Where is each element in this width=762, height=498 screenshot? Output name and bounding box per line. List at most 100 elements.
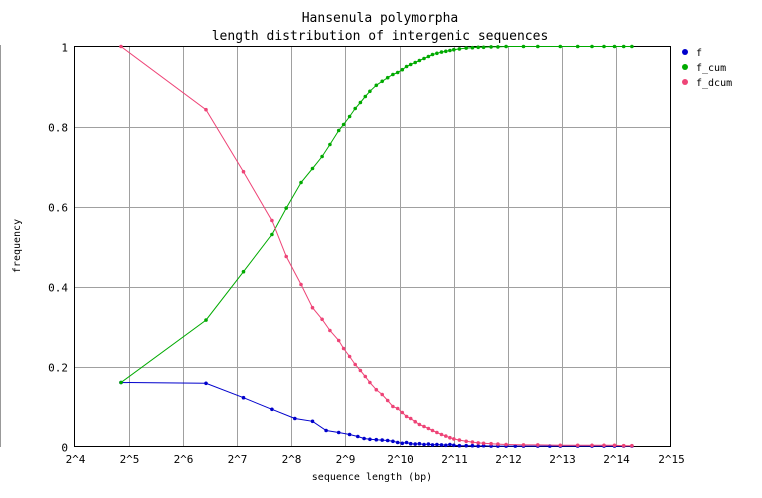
x-axis-label: sequence length (bp)	[312, 472, 432, 483]
data-point	[119, 44, 123, 49]
data-point	[368, 380, 372, 385]
data-point	[558, 443, 563, 448]
data-point	[558, 44, 563, 49]
y-tick-label: 0.4	[48, 282, 68, 295]
data-point	[241, 269, 246, 274]
data-point	[353, 106, 358, 111]
data-point	[448, 435, 452, 440]
data-point	[457, 47, 462, 51]
x-tick-label: 2^9	[336, 453, 356, 466]
data-point	[204, 381, 208, 386]
data-point	[363, 94, 368, 99]
data-point	[470, 440, 475, 444]
data-point	[320, 317, 324, 322]
data-point	[413, 60, 418, 65]
data-point	[521, 44, 526, 49]
data-point	[324, 428, 328, 433]
legend: f f_cum f_dcum	[682, 48, 732, 89]
data-point	[347, 114, 352, 119]
data-point	[310, 419, 315, 424]
data-point	[536, 44, 540, 49]
data-point	[299, 282, 303, 287]
data-point	[422, 424, 426, 429]
data-point	[362, 436, 366, 441]
data-point	[417, 441, 422, 446]
data-point	[481, 441, 486, 446]
y-tick-label: 0.6	[48, 202, 68, 215]
chart-subtitle: length distribution of intergenic sequen…	[212, 29, 549, 44]
data-point	[356, 434, 360, 439]
data-point	[299, 180, 303, 185]
data-point	[422, 442, 426, 447]
data-point	[391, 404, 395, 409]
data-point	[293, 416, 297, 421]
data-point	[448, 442, 452, 447]
y-axis-label: frequency	[12, 219, 23, 273]
x-tick-label: 2^13	[549, 453, 576, 466]
data-point	[452, 443, 456, 448]
data-point	[241, 395, 246, 400]
x-tick-label: 2^8	[282, 453, 302, 466]
data-point	[404, 414, 409, 419]
data-point	[612, 443, 617, 448]
data-point	[444, 49, 448, 54]
data-point	[417, 58, 422, 63]
data-point	[310, 166, 315, 171]
data-point	[448, 48, 452, 53]
data-point	[204, 107, 208, 112]
data-point	[395, 440, 400, 445]
legend-item: f_cum	[682, 63, 726, 74]
data-point	[385, 398, 390, 403]
data-point	[435, 430, 439, 435]
data-point	[395, 70, 400, 75]
data-point	[476, 441, 481, 445]
data-point	[470, 443, 475, 448]
x-tick-label: 2^6	[174, 453, 194, 466]
data-point	[464, 46, 469, 50]
data-point	[358, 100, 363, 105]
data-point	[385, 75, 390, 80]
data-point	[430, 52, 435, 57]
data-point	[422, 56, 426, 61]
y-tick-label: 1	[61, 42, 68, 55]
legend-item: f_dcum	[682, 78, 732, 89]
data-point	[374, 83, 379, 88]
data-point	[391, 72, 395, 77]
data-point	[408, 441, 413, 446]
plot-frame	[74, 46, 671, 447]
data-point	[336, 430, 341, 435]
x-axis-ticks: 2^4 2^5 2^6 2^7 2^8 2^9 2^10 2^11 2^12 2^13 2^14 2^…	[66, 453, 685, 466]
data-point	[452, 47, 456, 52]
data-point	[602, 44, 606, 49]
data-point	[417, 422, 422, 427]
data-point	[413, 419, 418, 424]
data-point	[489, 45, 493, 49]
data-point	[347, 354, 352, 359]
data-point	[204, 318, 208, 322]
data-point	[504, 44, 508, 49]
x-tick-label: 2^14	[603, 453, 630, 466]
legend-item: f	[682, 48, 702, 59]
data-point	[439, 432, 444, 437]
data-point	[457, 443, 462, 448]
x-tick-label: 2^5	[120, 453, 140, 466]
data-point	[430, 428, 435, 433]
data-point	[400, 410, 405, 415]
data-point	[385, 438, 390, 443]
data-point	[630, 44, 634, 49]
data-point	[444, 434, 448, 438]
x-tick-label: 2^11	[441, 453, 468, 466]
data-point	[575, 443, 580, 448]
data-point	[464, 443, 469, 448]
data-point	[391, 439, 395, 444]
data-point	[328, 142, 332, 147]
data-point	[380, 438, 385, 442]
data-point	[347, 432, 352, 437]
x-tick-label: 2^15	[658, 453, 685, 466]
data-point	[270, 232, 274, 237]
data-point	[612, 44, 617, 49]
data-point	[496, 442, 500, 446]
data-point	[363, 374, 368, 379]
data-point	[496, 45, 500, 49]
data-point	[575, 44, 580, 49]
